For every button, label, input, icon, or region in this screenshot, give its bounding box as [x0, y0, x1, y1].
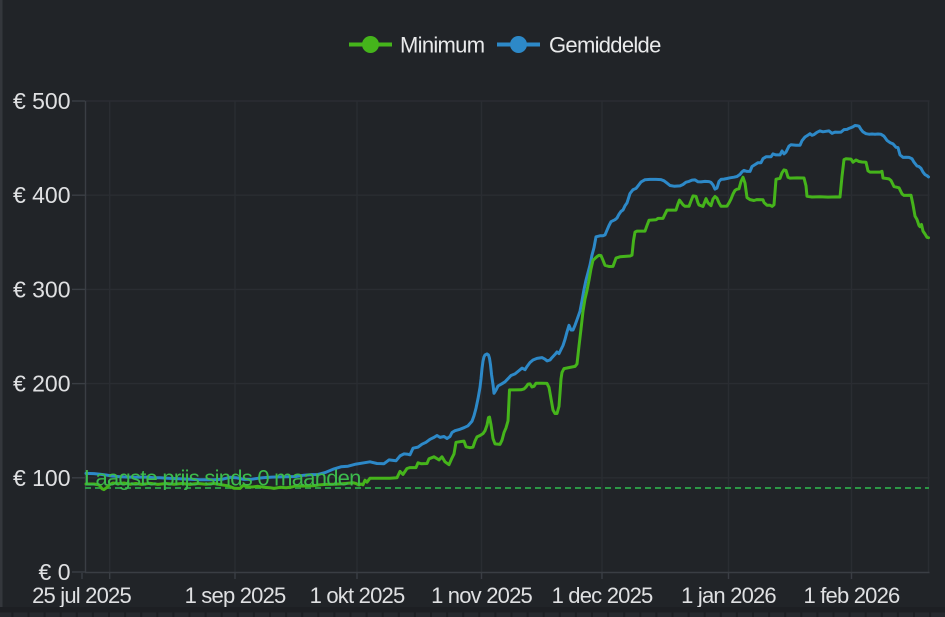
svg-text:€ 400: € 400: [13, 182, 71, 208]
svg-text:25 jul 2025: 25 jul 2025: [32, 583, 131, 608]
svg-text:€ 500: € 500: [13, 88, 71, 114]
svg-text:1 dec 2025: 1 dec 2025: [552, 583, 653, 608]
svg-text:1 jan 2026: 1 jan 2026: [681, 583, 776, 608]
svg-text:Laagste prijs sinds 0 maanden: Laagste prijs sinds 0 maanden: [84, 466, 361, 491]
svg-text:1 sep 2025: 1 sep 2025: [185, 583, 286, 608]
svg-text:€ 300: € 300: [13, 276, 71, 302]
svg-text:Minimum: Minimum: [400, 33, 484, 58]
svg-text:1 nov 2025: 1 nov 2025: [431, 583, 532, 608]
svg-text:1 feb 2026: 1 feb 2026: [804, 583, 901, 608]
svg-text:€ 100: € 100: [13, 465, 71, 491]
svg-text:1 okt 2025: 1 okt 2025: [310, 583, 405, 608]
svg-text:€ 0: € 0: [39, 559, 71, 585]
svg-text:€ 200: € 200: [13, 371, 71, 397]
svg-text:Gemiddelde: Gemiddelde: [549, 33, 661, 58]
